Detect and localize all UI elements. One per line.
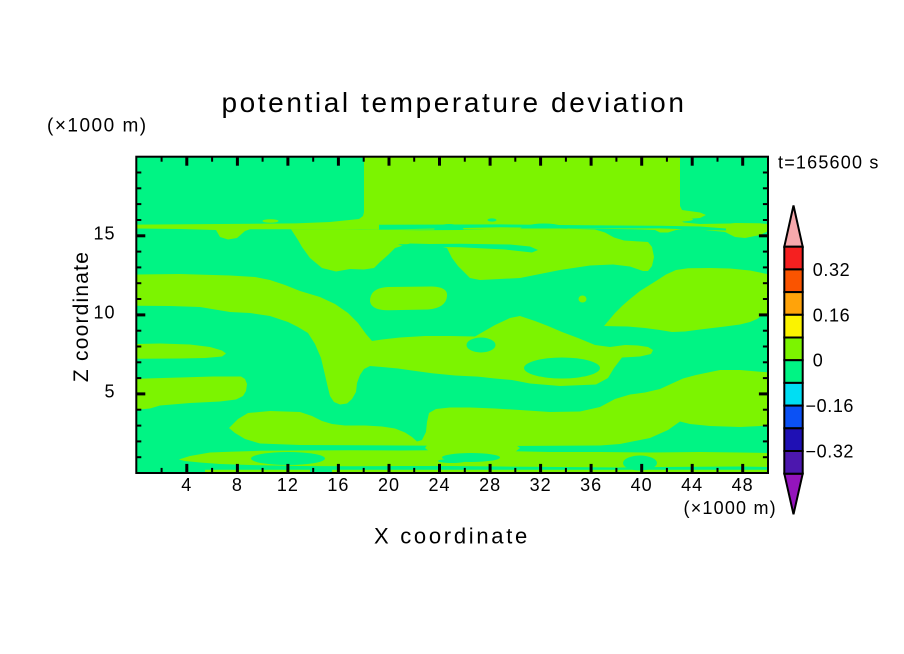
svg-text:(×1000 m): (×1000 m) <box>684 498 777 518</box>
svg-text:Z coordinate: Z coordinate <box>70 251 93 382</box>
svg-text:0.16: 0.16 <box>813 305 850 325</box>
svg-text:16: 16 <box>327 475 349 495</box>
svg-text:5: 5 <box>104 382 115 402</box>
svg-text:(×1000 m): (×1000 m) <box>47 116 148 137</box>
svg-text:8: 8 <box>232 475 243 495</box>
svg-text:20: 20 <box>378 475 400 495</box>
svg-text:4: 4 <box>181 475 192 495</box>
svg-text:28: 28 <box>479 475 501 495</box>
svg-text:12: 12 <box>277 475 299 495</box>
svg-text:−0.32: −0.32 <box>806 442 855 462</box>
svg-text:−0.16: −0.16 <box>806 396 855 416</box>
svg-text:X coordinate: X coordinate <box>374 524 530 549</box>
svg-text:40: 40 <box>631 475 653 495</box>
svg-text:0: 0 <box>813 351 824 371</box>
svg-text:44: 44 <box>681 475 703 495</box>
svg-text:potential temperature deviatio: potential temperature deviation <box>221 87 686 118</box>
svg-text:t=165600 s: t=165600 s <box>778 153 880 173</box>
svg-text:0.32: 0.32 <box>813 260 850 280</box>
svg-text:15: 15 <box>93 224 115 244</box>
svg-text:32: 32 <box>530 475 552 495</box>
svg-text:24: 24 <box>428 475 450 495</box>
svg-text:48: 48 <box>732 475 754 495</box>
svg-text:10: 10 <box>93 303 115 323</box>
svg-text:36: 36 <box>580 475 602 495</box>
